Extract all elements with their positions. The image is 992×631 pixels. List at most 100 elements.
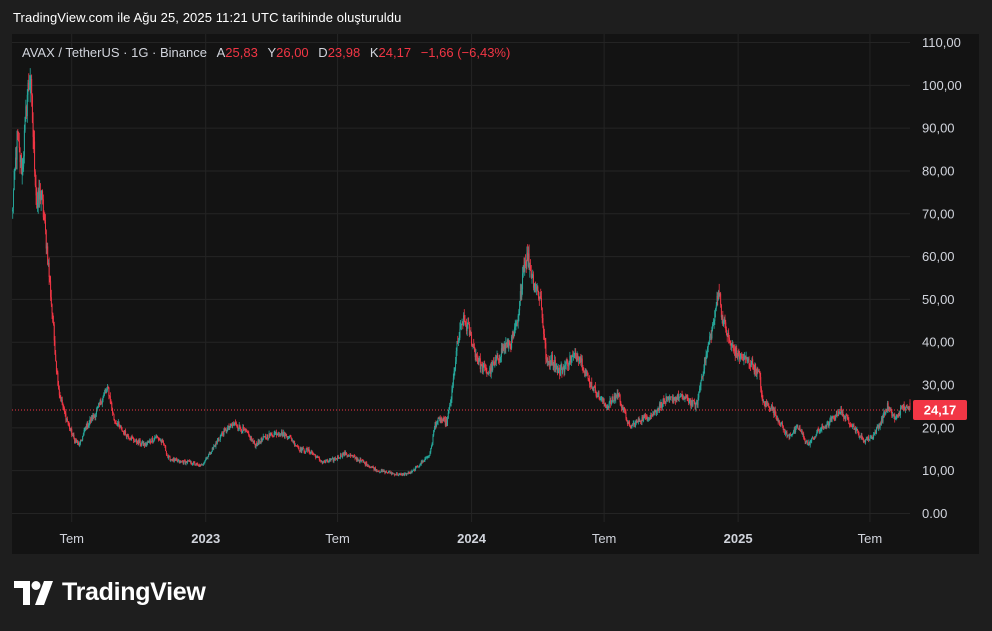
candle-body (254, 440, 256, 445)
candle-body (797, 426, 799, 429)
candle-body (89, 419, 91, 423)
candle-body (814, 436, 816, 440)
candle-body (310, 451, 312, 453)
candle-body (317, 455, 319, 458)
candle-body (511, 336, 513, 338)
candle-body (859, 437, 861, 438)
candle-body (568, 361, 570, 366)
candle-body (550, 360, 552, 365)
candle-body (597, 392, 599, 397)
candle-body (404, 473, 406, 474)
candle-body (813, 437, 815, 440)
candle-body (197, 464, 199, 466)
candle-body (602, 398, 604, 403)
candle-body (177, 461, 179, 462)
symbol-name[interactable]: AVAX / TetherUS · 1G · Binance (22, 45, 207, 60)
candle-body (522, 273, 524, 290)
candle-body (829, 419, 831, 423)
candle-body (573, 354, 575, 357)
candle-body (59, 395, 61, 398)
candle-body (749, 364, 751, 366)
y-tick-label: 50,00 (922, 292, 955, 307)
candle-body (450, 399, 452, 404)
candle-body (472, 344, 474, 346)
candle-body (833, 416, 835, 418)
candle-body (22, 166, 24, 170)
candle-body (730, 343, 732, 346)
candle-body (835, 416, 837, 419)
candle-body (784, 428, 786, 434)
candle-body (76, 441, 78, 444)
candle-body (386, 472, 388, 474)
candle-body (636, 420, 638, 422)
candle-body (840, 409, 842, 413)
candle-body (875, 431, 877, 434)
candle-body (773, 407, 775, 416)
candle-body (631, 425, 633, 429)
candle-body (817, 429, 819, 433)
candle-body (235, 422, 237, 424)
tradingview-logo[interactable]: TradingView (14, 578, 206, 607)
candle-body (162, 441, 164, 444)
candle-body (899, 413, 901, 415)
candle-body (280, 431, 282, 435)
candle-body (357, 458, 359, 461)
candle-body (24, 116, 26, 131)
candle-body (341, 456, 343, 458)
candle-body (276, 433, 278, 436)
candle-body (270, 432, 272, 434)
candle-body (549, 360, 551, 366)
candle-body (883, 411, 885, 416)
candle-body (877, 426, 879, 429)
candle-body (905, 405, 907, 408)
candle-body (165, 445, 167, 452)
candle-body (428, 455, 430, 457)
candle-body (293, 441, 295, 443)
candle-body (401, 473, 403, 475)
candle-body (422, 460, 424, 463)
candle-body (23, 130, 25, 157)
candle-body (229, 423, 231, 428)
candlestick-chart[interactable]: 0.00 10,00 20,00 30,00 40,00 50,00 60,00 70,00 8… (12, 34, 979, 554)
candle-body (476, 353, 478, 357)
candle-body (455, 350, 457, 362)
candle-body (108, 387, 110, 397)
candle-body (82, 436, 84, 441)
candle-body (559, 369, 561, 376)
candle-body (103, 394, 105, 397)
candle-body (187, 460, 189, 463)
candle-body (371, 466, 373, 468)
candle-body (723, 318, 725, 321)
candle-body (530, 265, 532, 271)
candle-body (267, 438, 269, 439)
candle-body (519, 301, 521, 311)
candle-body (658, 408, 660, 411)
candle-body (696, 403, 698, 404)
candle-body (264, 436, 266, 437)
candle-body (133, 438, 135, 441)
candle-body (448, 407, 450, 414)
chart-area[interactable]: 0.00 10,00 20,00 30,00 40,00 50,00 60,00 70,00 8… (12, 34, 979, 554)
candle-body (833, 416, 835, 418)
candle-body (798, 427, 800, 430)
candle-body (91, 416, 93, 420)
candle-body (246, 431, 248, 433)
candle-body (369, 466, 371, 468)
candle-body (648, 418, 650, 420)
candle-body (874, 431, 876, 434)
candle-body (306, 448, 308, 450)
candle-body (117, 423, 119, 426)
candle-body (396, 473, 398, 475)
candle-body (803, 434, 805, 438)
candle-body (518, 310, 520, 316)
candle-body (787, 434, 789, 437)
candle-body (757, 368, 759, 372)
candle-body (592, 388, 594, 392)
candle-body (425, 457, 427, 459)
candle-body (553, 364, 555, 368)
candle-body (774, 410, 776, 416)
y-tick-label: 100,00 (922, 78, 962, 93)
candle-body (531, 276, 533, 278)
candle-body (871, 436, 873, 439)
candle-body (327, 461, 329, 462)
